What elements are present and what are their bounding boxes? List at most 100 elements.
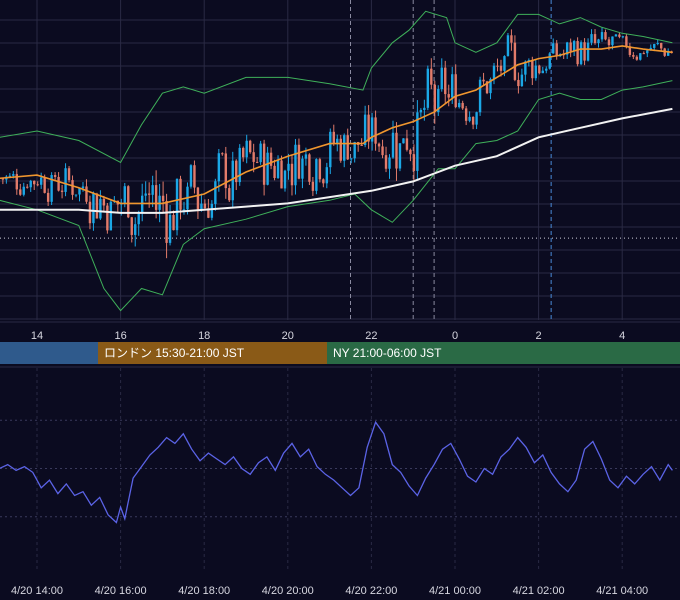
candle-body [503, 56, 506, 71]
candle-body [538, 65, 541, 74]
candle-body [642, 53, 645, 55]
candle-body [332, 131, 335, 144]
candle-body [593, 34, 597, 44]
candle-body [78, 188, 81, 195]
candle-body [402, 138, 405, 144]
candle-body [363, 114, 367, 146]
candle-body [53, 175, 57, 177]
candle-body [280, 160, 283, 189]
candle-body [130, 217, 133, 235]
candle-body [374, 117, 377, 144]
candle-body [457, 102, 461, 108]
price-axis-tick-label: 14 [31, 330, 43, 342]
candle-body [207, 208, 210, 218]
candle-body [604, 32, 607, 40]
candle-body [444, 67, 447, 95]
candle-body [297, 144, 301, 179]
candle-body [621, 36, 625, 38]
candle-body [531, 60, 534, 79]
candle-body [85, 186, 88, 202]
candle-body [632, 54, 635, 57]
candle-body [576, 41, 579, 65]
candle-body [499, 65, 503, 71]
candle-body [127, 186, 130, 218]
candle-body [106, 205, 109, 231]
candle-body [8, 175, 12, 177]
candle-body [228, 188, 231, 201]
candle-body [242, 147, 245, 158]
candle-body [367, 114, 370, 142]
candle-body [33, 180, 36, 185]
price-axis-tick-label: 0 [452, 330, 458, 342]
candle-body [635, 56, 639, 60]
candle-body [137, 212, 140, 225]
time-axis-tick-label: 4/21 02:00 [513, 585, 565, 597]
candle-body [64, 168, 67, 192]
candle-body [182, 209, 186, 211]
candle-body [552, 43, 555, 54]
candle-body [322, 179, 325, 184]
candle-body [269, 152, 273, 166]
time-axis-tick-label: 4/20 18:00 [178, 585, 230, 597]
candle-body [426, 68, 430, 108]
candle-body [419, 109, 423, 113]
candle-body [60, 190, 64, 192]
session-tokyo [0, 342, 98, 364]
candle-body [325, 167, 329, 184]
axes: 14 16 18 20 22 0 2 4 4/20 14:00 4/20 16:00 4/20 18… [0, 321, 680, 597]
candle-body [464, 108, 468, 121]
candle-body [405, 138, 409, 150]
candle-body [329, 131, 332, 168]
candle-body [154, 185, 158, 210]
candle-body [656, 43, 659, 45]
candle-body [377, 143, 381, 147]
time-axis-tick-label: 4/20 22:00 [345, 585, 397, 597]
candle-body [384, 155, 388, 169]
candle-body [189, 165, 193, 187]
candle-body [144, 193, 147, 196]
candle-body [510, 35, 513, 43]
price-axis-tick-label: 2 [536, 330, 542, 342]
time-axis-tick-label: 4/20 16:00 [95, 585, 147, 597]
candle-body [517, 79, 520, 87]
candle-body [614, 34, 618, 37]
candle-body [489, 79, 492, 94]
candle-body [276, 160, 280, 178]
candle-body [102, 198, 106, 206]
candle-body [541, 70, 544, 74]
candle-body [294, 144, 297, 186]
candle-body [283, 170, 287, 189]
session-london: ロンドン 15:30-21:00 JST [98, 342, 327, 364]
candle-body [99, 198, 102, 219]
candle-body [308, 154, 311, 182]
candle-body [412, 154, 416, 171]
candle-body [203, 203, 207, 209]
candle-body [534, 65, 538, 79]
candle-body [423, 107, 426, 110]
candle-body [147, 193, 151, 195]
candle-body [311, 181, 315, 191]
candle-body [26, 186, 29, 188]
candle-body [388, 157, 391, 169]
candle-body [607, 39, 611, 46]
candle-body [266, 152, 269, 185]
candle-body [485, 81, 489, 94]
candle-body [193, 165, 196, 188]
candle-body [46, 192, 50, 202]
candle-body [437, 89, 440, 113]
oscillator-line [0, 420, 673, 524]
candle-body [290, 163, 294, 186]
candle-body [653, 44, 656, 48]
bollinger-lower-line [0, 80, 673, 312]
candle-body [360, 144, 363, 146]
candle-body [475, 112, 478, 125]
candle-body [433, 84, 436, 113]
candle-body [370, 117, 374, 142]
candle-body [151, 185, 154, 195]
moving-average-white [0, 107, 673, 214]
candle-body [628, 46, 632, 55]
candle-body [231, 160, 234, 201]
candle-body [496, 65, 499, 67]
candle-body [398, 143, 402, 169]
